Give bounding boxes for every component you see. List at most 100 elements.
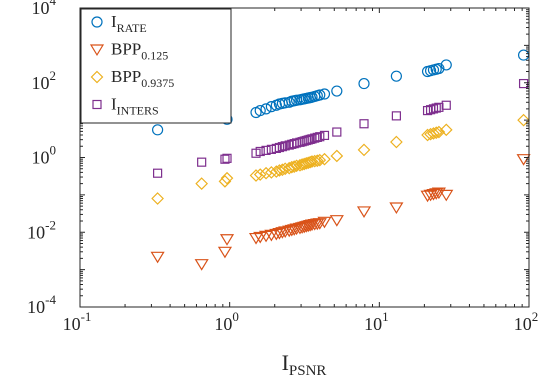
point-circle — [331, 85, 343, 97]
x-tick-label: 10-1 — [63, 309, 92, 334]
x-tick-label: 102 — [514, 309, 539, 334]
point-diamond — [276, 163, 289, 177]
y-tick-label-exponent: -2 — [45, 217, 56, 232]
y-tick-label: 102 — [32, 68, 57, 93]
point-triangle-down — [269, 228, 284, 241]
point-triangle-down — [389, 202, 404, 215]
point-square — [312, 132, 322, 142]
point-square — [261, 145, 271, 155]
point-square — [332, 127, 342, 137]
point-circle — [265, 101, 277, 113]
x-tick-label: 101 — [364, 309, 389, 334]
point-triangle-down — [150, 251, 165, 264]
point-triangle-down — [439, 189, 454, 202]
point-diamond — [429, 126, 443, 140]
x-tick-label-exponent: -1 — [81, 309, 92, 324]
y-tick-label: 100 — [32, 143, 57, 168]
point-diamond — [318, 152, 331, 166]
x-axis-label-sub: PSNR — [289, 363, 327, 378]
point-square — [422, 105, 433, 116]
point-circle — [260, 103, 272, 115]
x-tick-label: 100 — [214, 309, 239, 334]
legend-label-sub: RATE — [117, 21, 147, 35]
point-diamond — [249, 169, 263, 182]
legend-marker-circle — [91, 16, 103, 28]
x-tick-label-base: 10 — [63, 314, 81, 334]
point-diamond — [305, 155, 319, 168]
point-square — [319, 130, 330, 141]
point-diamond — [151, 192, 164, 205]
legend-marker-diamond — [90, 70, 104, 84]
point-triangle-down — [292, 222, 308, 235]
point-square — [197, 157, 207, 167]
x-tick-label-exponent: 2 — [532, 309, 539, 324]
point-triangle-down — [248, 232, 264, 245]
data-markers — [150, 49, 531, 271]
legend-label: IINTERS — [111, 95, 159, 118]
y-tick-label-base: 10 — [32, 148, 50, 168]
x-tick-label-base: 10 — [514, 314, 532, 334]
point-circle — [152, 124, 164, 136]
point-diamond — [195, 177, 209, 190]
point-circle — [254, 104, 266, 117]
point-square — [431, 103, 441, 113]
point-diamond — [287, 160, 301, 173]
y-tick-label-base: 10 — [27, 222, 45, 242]
point-triangle-down — [429, 188, 444, 200]
point-diamond — [427, 127, 440, 140]
point-triangle-down — [278, 226, 293, 239]
point-square — [391, 111, 401, 121]
y-tick-label: 104 — [32, 0, 57, 18]
point-square — [220, 154, 230, 164]
point-circle — [358, 77, 370, 90]
legend-box — [80, 8, 232, 124]
y-tick-label: 10-2 — [27, 217, 56, 242]
legend-marker-square — [92, 99, 102, 110]
y-tick-label-base: 10 — [32, 0, 50, 18]
point-diamond — [390, 135, 403, 149]
point-triangle-down — [272, 227, 287, 240]
legend-label-main: I — [111, 12, 117, 31]
point-circle — [318, 88, 331, 100]
point-square — [441, 100, 451, 110]
legend-label: IRATE — [111, 12, 147, 35]
point-square — [434, 102, 444, 112]
point-triangle-down — [356, 206, 372, 219]
point-square — [310, 133, 320, 143]
legend-label-sub: 0.9375 — [141, 76, 174, 90]
point-circle — [440, 59, 452, 71]
x-tick-label-exponent: 1 — [382, 309, 389, 324]
legend-label-main: I — [111, 95, 117, 114]
legend-label-sub: 0.125 — [141, 49, 168, 63]
point-square — [359, 119, 369, 129]
point-square — [518, 78, 529, 89]
x-tick-label-base: 10 — [364, 314, 382, 334]
point-square — [284, 140, 294, 150]
y-tick-label-exponent: 0 — [50, 143, 57, 158]
point-diamond — [290, 159, 303, 173]
legend-marker-triangle-down — [89, 44, 105, 57]
point-diamond — [273, 164, 286, 177]
legend-label: BPP0.9375 — [111, 67, 174, 90]
y-tick-label-exponent: 2 — [50, 68, 57, 83]
legend-label-sub: INTERS — [117, 104, 159, 118]
point-triangle-down — [329, 215, 344, 227]
point-triangle-down — [217, 246, 233, 259]
point-square — [274, 142, 285, 153]
point-square — [222, 153, 232, 163]
y-tick-label-base: 10 — [32, 73, 50, 93]
y-tick-label-base: 10 — [27, 297, 45, 317]
point-triangle-down — [219, 234, 235, 246]
point-circle — [390, 70, 402, 82]
point-diamond — [310, 154, 324, 168]
point-square — [271, 143, 281, 154]
point-diamond — [517, 113, 530, 127]
x-tick-labels: 10-1 100 101 102 — [63, 309, 539, 334]
point-diamond — [218, 175, 232, 188]
x-axis-label: IPSNR — [282, 350, 327, 378]
point-triangle-down — [420, 190, 435, 203]
point-square — [255, 146, 265, 157]
y-tick-label-exponent: -4 — [45, 292, 56, 307]
